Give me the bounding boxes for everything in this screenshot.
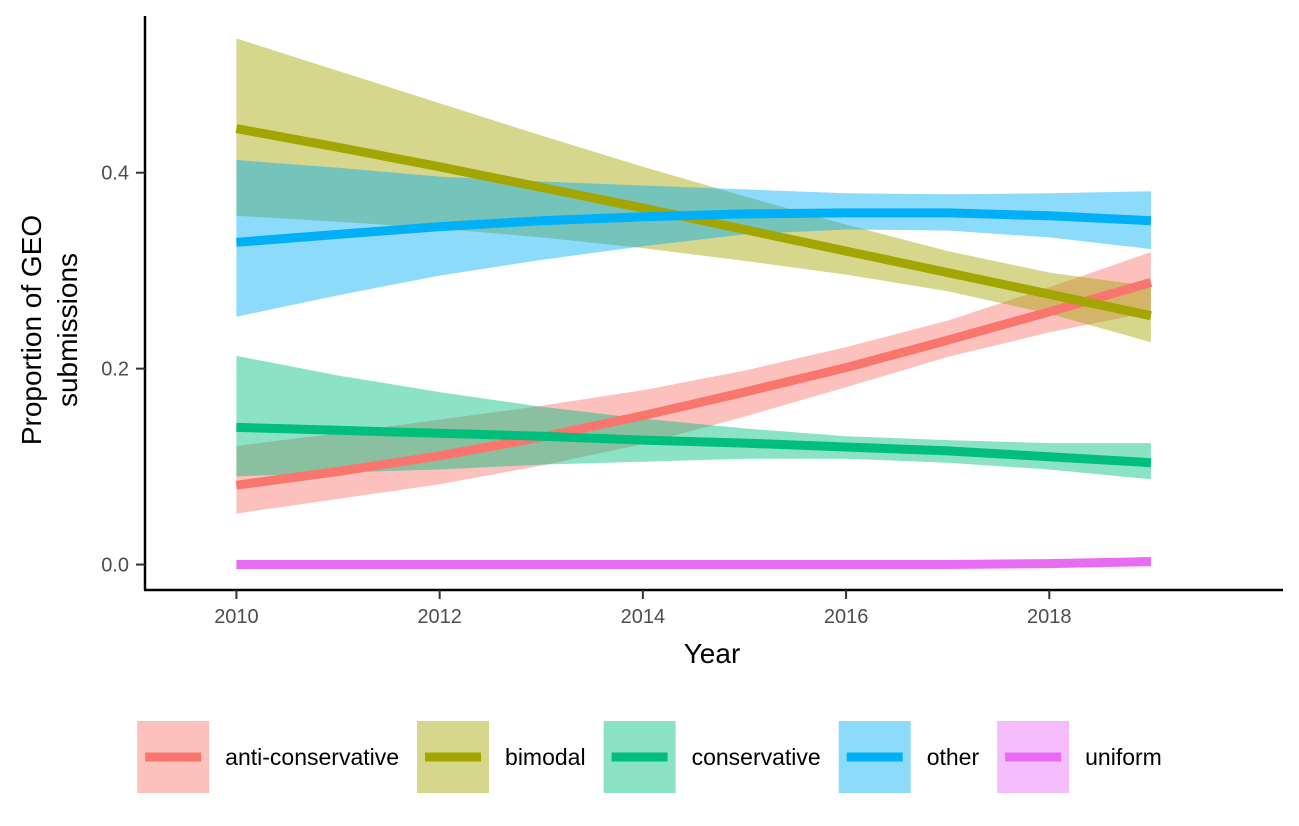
legend-label: anti-conservative bbox=[225, 744, 399, 770]
x-axis-ticks: 2010 2012 2014 2016 2018 bbox=[214, 590, 1072, 628]
x-tick-label: 2012 bbox=[417, 606, 462, 628]
x-tick-label: 2016 bbox=[824, 606, 869, 628]
line-conservative bbox=[236, 422, 1152, 468]
legend: anti-conservative bimodal conservative othe… bbox=[137, 721, 1162, 793]
trend-lines bbox=[235, 124, 1153, 569]
y-axis-title-line-1: Proportion of GEO bbox=[16, 215, 47, 445]
x-tick-label: 2018 bbox=[1027, 606, 1072, 628]
legend-item-anti-conservative: anti-conservative bbox=[137, 721, 399, 793]
y-tick-label: 0.2 bbox=[101, 359, 129, 381]
legend-item-conservative: conservative bbox=[603, 721, 821, 793]
band-other bbox=[236, 160, 1151, 317]
legend-label: conservative bbox=[692, 744, 821, 770]
line-anti-conservative bbox=[235, 278, 1153, 490]
y-tick-label: 0.0 bbox=[101, 555, 129, 577]
legend-item-uniform: uniform bbox=[997, 721, 1162, 793]
line-other bbox=[236, 208, 1152, 247]
legend-label: uniform bbox=[1085, 744, 1162, 770]
y-axis-title-line-2: submissions bbox=[52, 253, 83, 407]
confidence-bands bbox=[236, 38, 1151, 565]
legend-item-bimodal: bimodal bbox=[417, 721, 586, 793]
line-uniform bbox=[236, 557, 1151, 569]
y-axis-ticks: 0.0 0.2 0.4 bbox=[101, 163, 145, 577]
y-tick-label: 0.4 bbox=[101, 163, 129, 185]
legend-label: bimodal bbox=[505, 744, 586, 770]
legend-item-other: other bbox=[838, 721, 980, 793]
legend-label: other bbox=[927, 744, 980, 770]
x-axis-title: Year bbox=[684, 638, 741, 669]
x-tick-label: 2014 bbox=[621, 606, 666, 628]
x-tick-label: 2010 bbox=[214, 606, 259, 628]
